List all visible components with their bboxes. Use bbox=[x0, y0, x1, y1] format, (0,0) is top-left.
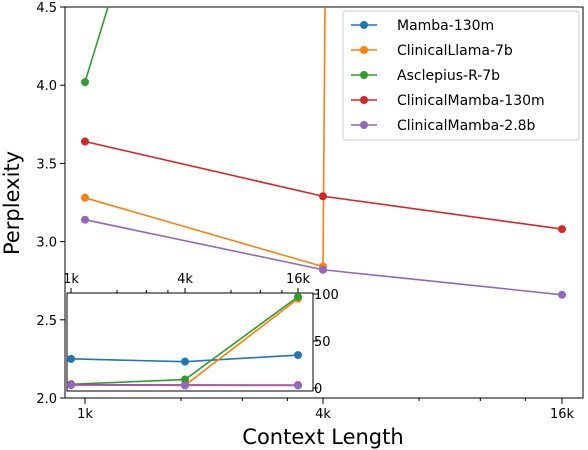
inset-plot-frame bbox=[66, 292, 314, 392]
y-tick-label: 4.0 bbox=[36, 79, 57, 94]
inset-x-tick-label: 4k bbox=[177, 272, 193, 287]
inset-data-point bbox=[181, 381, 189, 390]
inset-data-point bbox=[67, 381, 75, 390]
main-x-ticks: 1k 4k 16k bbox=[77, 398, 575, 422]
legend-label: ClinicalMamba-2.8b bbox=[397, 118, 536, 134]
inset-series-group bbox=[67, 292, 302, 390]
data-point bbox=[81, 78, 89, 87]
y-axis-label: Perplexity bbox=[0, 151, 24, 255]
inset-y-ticks: 0 50 100 bbox=[313, 288, 339, 397]
legend-box bbox=[342, 10, 580, 141]
y-tick-label: 2.0 bbox=[36, 392, 57, 407]
data-point bbox=[558, 225, 566, 234]
inset-x-ticks: 1k 4k 16k bbox=[63, 272, 311, 293]
inset-y-tick-label: 100 bbox=[314, 288, 339, 303]
legend-marker bbox=[360, 121, 368, 129]
legend-marker bbox=[360, 71, 368, 79]
x-axis-label: Context Length bbox=[242, 425, 403, 449]
legend-marker bbox=[360, 96, 368, 104]
legend: Mamba-130m ClinicalLlama-7b Asclepius-R-7b… bbox=[342, 10, 580, 141]
data-point bbox=[81, 193, 89, 202]
main-series-group bbox=[81, 6, 566, 299]
legend-marker bbox=[360, 21, 368, 29]
inset-y-tick-label: 50 bbox=[314, 335, 331, 350]
legend-label: Asclepius-R-7b bbox=[397, 68, 500, 84]
x-tick-label: 4k bbox=[315, 407, 331, 422]
inset-data-point bbox=[181, 357, 189, 366]
inset-data-point bbox=[294, 381, 302, 390]
inset-x-tick-label: 1k bbox=[63, 272, 79, 287]
y-tick-label: 3.0 bbox=[36, 236, 57, 251]
x-tick-label: 1k bbox=[77, 407, 93, 422]
legend-label: ClinicalLlama-7b bbox=[397, 43, 513, 59]
series-line bbox=[84, 6, 109, 83]
y-tick-label: 4.5 bbox=[36, 1, 57, 16]
inset-x-tick-label: 16k bbox=[286, 272, 311, 287]
y-tick-label: 2.5 bbox=[36, 314, 57, 329]
inset-data-point bbox=[67, 354, 75, 363]
main-y-ticks: 2.0 2.5 3.0 3.5 4.0 4.5 bbox=[36, 1, 65, 407]
x-tick-label: 16k bbox=[550, 407, 575, 422]
legend-marker bbox=[360, 46, 368, 54]
data-point bbox=[81, 215, 89, 224]
y-tick-label: 3.5 bbox=[36, 157, 57, 172]
data-point bbox=[319, 192, 327, 201]
inset-y-tick-label: 0 bbox=[314, 382, 322, 397]
inset-data-point bbox=[294, 292, 302, 301]
data-point bbox=[558, 290, 566, 299]
data-point bbox=[319, 265, 327, 274]
data-point bbox=[81, 137, 89, 146]
legend-label: ClinicalMamba-130m bbox=[397, 93, 545, 109]
legend-label: Mamba-130m bbox=[397, 18, 494, 34]
inset-data-point bbox=[294, 351, 302, 360]
